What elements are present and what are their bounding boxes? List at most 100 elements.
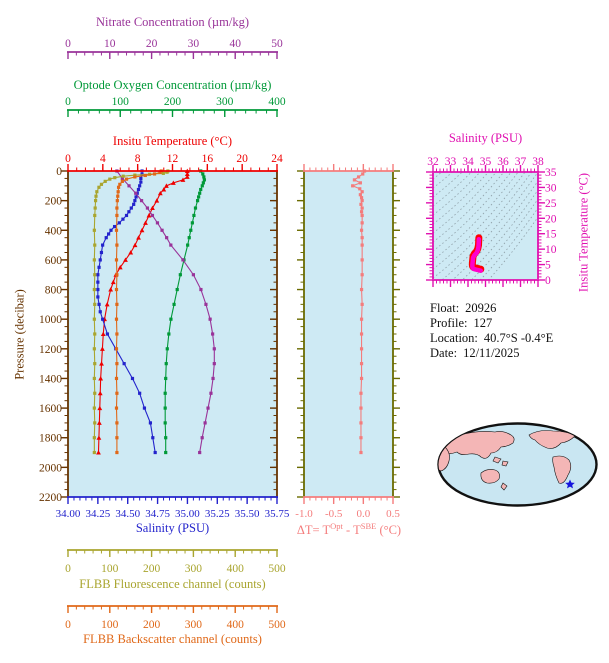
tick-label: 25 [545,198,557,210]
tick-label: 36 [497,156,509,168]
tick-label: 34.75 [145,508,170,520]
tick-label: 1600 [39,403,62,415]
float-value: 20926 [465,301,497,315]
tick-label: -1.0 [295,508,313,520]
tick-label: 0 [65,563,71,575]
oxygen-axis-title: Optode Oxygen Concentration (µm/kg) [73,78,272,92]
series-optode-oxygen-concentration-m-kg- [163,169,206,455]
delta-t-axis-title: ΔT= TOpt - TSBE (°C) [284,521,414,538]
tick-label: 30 [545,182,557,194]
float-info-line: Float: 20926 [430,301,553,316]
tick-label: 1800 [39,433,62,445]
profile-label: Profile: [430,316,468,330]
tick-label: 800 [45,285,63,297]
tick-label: 16 [202,153,214,165]
series-delta-t [351,169,367,455]
tick-label: 400 [268,96,286,108]
tick-label: 300 [185,619,203,631]
tick-label: 200 [143,619,161,631]
tick-label: 1000 [39,314,62,326]
float-label: Float: [430,301,460,315]
tick-label: 200 [164,96,182,108]
date-label: Date: [430,346,458,360]
float-info-line: Date: 12/11/2025 [430,346,553,361]
tick-label: 2200 [39,492,62,504]
tick-label: 35 [480,156,492,168]
ts-salinity-axis-title: Salinity (PSU) [448,131,523,145]
tick-label: 38 [532,156,544,168]
tick-label: 35.25 [205,508,230,520]
tick-label: 100 [101,619,119,631]
ts-curve [468,234,485,273]
tick-label: 10 [545,244,557,256]
tick-label: -0.5 [325,508,343,520]
float-info-line: Location: 40.7°S -0.4°E [430,331,553,346]
tick-label: 34 [462,156,474,168]
tick-label: 400 [227,619,245,631]
tick-label: 35.75 [265,508,290,520]
temperature-axis-title: Insitu Temperature (°C) [112,134,233,148]
location-label: Location: [430,331,478,345]
delta-t-plot [351,169,367,455]
tick-label: 12 [167,153,179,165]
tick-label: 40 [229,38,241,50]
tick-label: 4 [100,153,106,165]
tick-label: 300 [185,563,203,575]
tick-label: 2000 [39,462,62,474]
pressure-axis-title: Pressure (decibar) [12,289,27,380]
tick-label: 0 [65,153,71,165]
tick-label: 8 [135,153,141,165]
tick-label: 20 [545,213,557,225]
series-insitu-temperature-c- [96,168,190,455]
tick-label: 600 [45,255,63,267]
main-profile-plot [92,168,216,455]
nitrate-axis-title: Nitrate Concentration (µm/kg) [96,15,249,29]
tick-label: 34.50 [115,508,140,520]
tick-label: 34.25 [85,508,110,520]
tick-label: 0 [65,619,71,631]
salinity-axis-title: Salinity (PSU) [135,521,210,535]
tick-label: 24 [271,153,283,165]
tick-label: 34.00 [56,508,81,520]
tick-label: 35.00 [175,508,200,520]
tick-label: 0 [545,275,551,287]
fluorescence-axis-title: FLBB Fluorescence channel (counts) [79,577,266,591]
float-info: Float: 20926 Profile: 127 Location: 40.7°S … [430,301,553,361]
backscatter-axis-title: FLBB Backscatter channel (counts) [83,632,262,646]
tick-label: 30 [188,38,200,50]
tick-label: 500 [268,619,286,631]
float-info-line: Profile: 127 [430,316,553,331]
delta-t-title-part: - T [342,523,361,538]
tick-label: 5 [545,260,551,272]
tick-label: 300 [216,96,234,108]
tick-label: 400 [227,563,245,575]
tick-label: 0 [65,38,71,50]
delta-t-title-sup: Opt [330,521,343,531]
tick-label: 400 [45,225,63,237]
tick-label: 33 [445,156,457,168]
tick-label: 1400 [39,373,62,385]
tick-label: 100 [101,563,119,575]
tick-label: 0.5 [386,508,400,520]
float-position-marker [565,479,575,489]
ts-temperature-axis-title: Insitu Temperature (°C) [576,172,591,293]
date-value: 12/11/2025 [463,346,520,360]
tick-label: 15 [545,229,557,241]
tick-label: 35 [545,167,557,179]
tick-label: 200 [143,563,161,575]
tick-label: 32 [427,156,439,168]
tick-label: 500 [268,563,286,575]
delta-t-title-part: (°C) [376,523,402,538]
tick-label: 35.50 [235,508,260,520]
delta-t-title-sup: SBE [360,521,377,531]
series-flbb-fluorescence-channel-counts- [92,169,170,455]
profile-value: 127 [473,316,493,330]
tick-label: 20 [146,38,158,50]
tick-label: 0 [65,96,71,108]
series-flbb-backscatter-channel-counts- [114,169,163,455]
tick-label: 20 [236,153,248,165]
tick-label: 50 [271,38,283,50]
tick-label: 0 [56,166,62,178]
